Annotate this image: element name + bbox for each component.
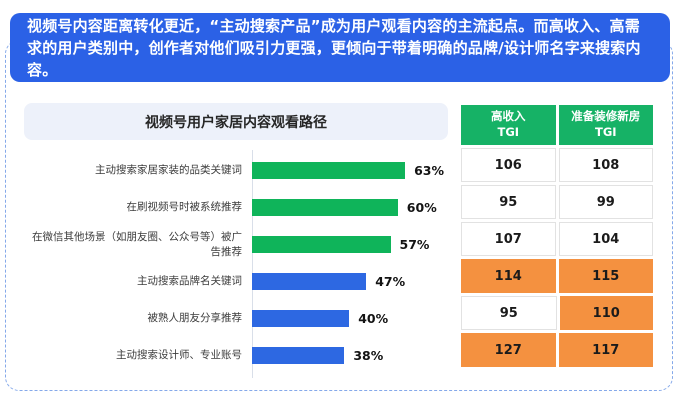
bar-value-label: 38%: [353, 348, 384, 363]
bar: [252, 273, 367, 290]
tgi-table: 高收入 TGI 准备装修新房 TGI 106 108 95 99 107 104 114 115…: [461, 105, 653, 367]
tgi-row: 107 104: [461, 222, 653, 256]
bar-value-label: 57%: [399, 237, 430, 252]
bar-category-label: 主动搜索家居家装的品类关键词: [95, 164, 242, 177]
bar: [252, 162, 406, 179]
tgi-row: 95 110: [461, 296, 653, 330]
tgi-cell: 117: [558, 333, 653, 367]
tgi-row: 106 108: [461, 148, 653, 182]
tgi-header-cell: 高收入 TGI: [461, 105, 556, 145]
tgi-table-body: 106 108 95 99 107 104 114 115 95 110 127 117: [461, 148, 653, 367]
tgi-cell: 110: [559, 296, 653, 330]
bar-row: 主动搜索品牌名关键词 47%: [24, 263, 448, 300]
bar-track: 63%: [252, 162, 448, 179]
bar-track: 57%: [252, 236, 448, 253]
bar-row: 在刷视频号时被系统推荐 60%: [24, 189, 448, 226]
bar-category-label: 在微信其他场景（如朋友圈、公众号等）被广告推荐: [32, 231, 242, 258]
bar: [252, 236, 391, 253]
tgi-cell: 99: [558, 185, 653, 219]
tgi-cell: 95: [461, 296, 557, 330]
tgi-cell: 106: [461, 148, 556, 182]
tgi-cell: 127: [461, 333, 556, 367]
bar: [252, 310, 350, 327]
bar-chart: 主动搜索家居家装的品类关键词 63% 在刷视频号时被系统推荐 60% 在微信其他场景（如…: [24, 150, 448, 378]
bar-value-label: 40%: [358, 311, 389, 326]
bar-track: 38%: [252, 347, 448, 364]
tgi-row: 127 117: [461, 333, 653, 367]
tgi-cell: 107: [461, 222, 556, 256]
bar-row: 主动搜索家居家装的品类关键词 63%: [24, 152, 448, 189]
chart-panel: 视频号用户家居内容观看路径 主动搜索家居家装的品类关键词 63% 在刷视频号时被系统…: [24, 103, 448, 378]
headline-banner: 视频号内容距离转化更近，“主动搜索产品”成为用户观看内容的主流起点。而高收入、高…: [10, 13, 670, 82]
tgi-cell: 95: [461, 185, 556, 219]
bar-category-label: 被熟人朋友分享推荐: [147, 312, 243, 325]
chart-title: 视频号用户家居内容观看路径: [24, 103, 448, 140]
tgi-header-cell: 准备装修新房 TGI: [558, 105, 653, 145]
tgi-row: 114 115: [461, 259, 653, 293]
bar: [252, 347, 345, 364]
bar-value-label: 47%: [375, 274, 406, 289]
tgi-cell: 115: [558, 259, 653, 293]
bar-value-label: 60%: [406, 200, 437, 215]
bar-track: 40%: [252, 310, 448, 327]
tgi-cell: 108: [558, 148, 653, 182]
tgi-cell: 114: [461, 259, 556, 293]
bar: [252, 199, 398, 216]
bar-category-label: 主动搜索品牌名关键词: [137, 275, 242, 288]
bar-row: 主动搜索设计师、专业账号 38%: [24, 337, 448, 374]
bar-row: 被熟人朋友分享推荐 40%: [24, 300, 448, 337]
bar-category-label: 主动搜索设计师、专业账号: [116, 349, 242, 362]
bar-track: 60%: [252, 199, 448, 216]
bar-row: 在微信其他场景（如朋友圈、公众号等）被广告推荐 57%: [24, 226, 448, 263]
headline-text: 视频号内容距离转化更近，“主动搜索产品”成为用户观看内容的主流起点。而高收入、高…: [27, 16, 641, 79]
bar-track: 47%: [252, 273, 448, 290]
tgi-table-header: 高收入 TGI 准备装修新房 TGI: [461, 105, 653, 145]
tgi-cell: 104: [558, 222, 653, 256]
bar-value-label: 63%: [414, 163, 444, 178]
tgi-row: 95 99: [461, 185, 653, 219]
bar-category-label: 在刷视频号时被系统推荐: [126, 201, 243, 214]
